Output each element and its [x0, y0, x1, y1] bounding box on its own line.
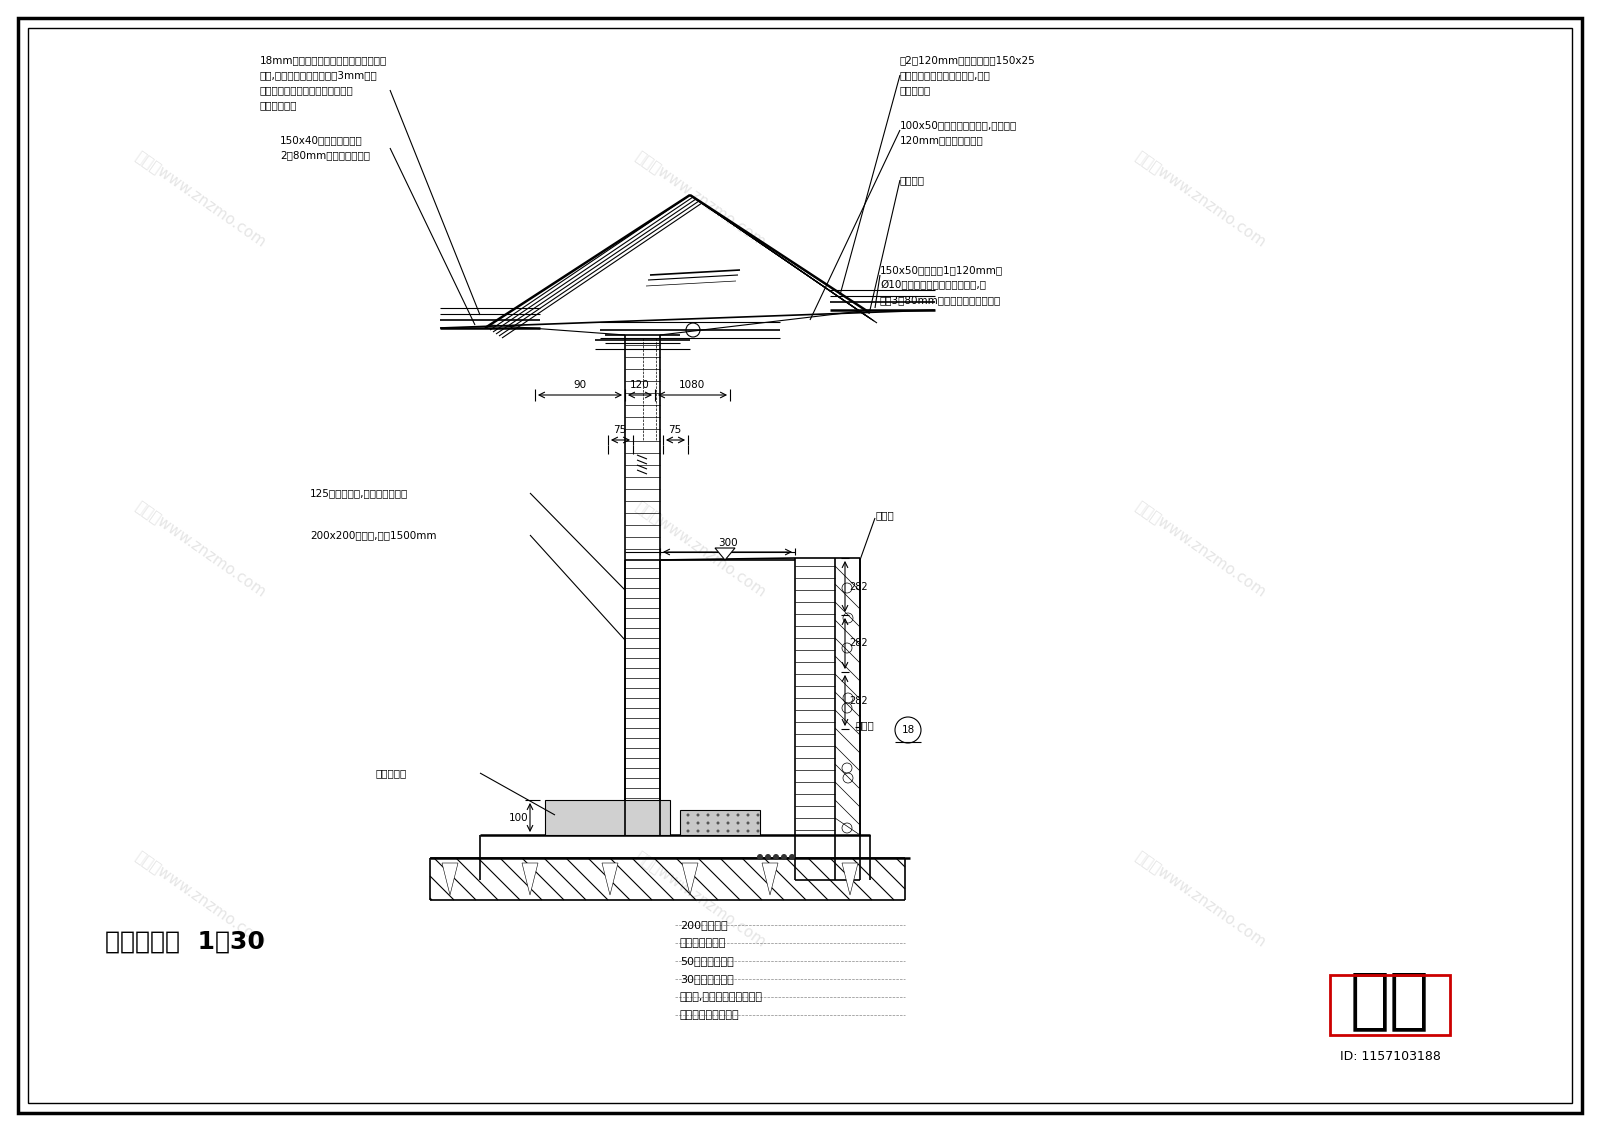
Text: 槽上,在遗棚安装完成之后将3mm实心: 槽上,在遗棚安装完成之后将3mm实心: [259, 70, 378, 80]
Text: 知未: 知未: [1350, 967, 1430, 1033]
Circle shape: [726, 813, 730, 817]
Bar: [1330, 975, 1450, 1035]
Text: 75: 75: [613, 425, 627, 435]
Bar: [680, 810, 760, 835]
Text: 且用3个80mm镇锣沉头钉固定在樼上: 且用3个80mm镇锣沉头钉固定在樼上: [880, 295, 1002, 305]
Text: 120: 120: [630, 380, 650, 390]
Text: 防水混凝土: 防水混凝土: [374, 768, 406, 778]
Circle shape: [765, 854, 771, 860]
Circle shape: [717, 813, 720, 817]
Circle shape: [686, 813, 690, 817]
Polygon shape: [602, 863, 618, 895]
Circle shape: [747, 829, 749, 832]
Text: 120mm镇锣沉头钉钉牛: 120mm镇锣沉头钉钉牛: [899, 135, 984, 145]
Text: Ø10的镇锣方头螺钉钉在立柱上,并: Ø10的镇锣方头螺钉钉在立柱上,并: [880, 280, 986, 290]
Text: 100x50斜梁搭接在立柱上,并用两个: 100x50斜梁搭接在立柱上,并用两个: [899, 120, 1018, 130]
Polygon shape: [522, 863, 538, 895]
Text: 遗棚大样图  1：30: 遗棚大样图 1：30: [106, 930, 266, 955]
Circle shape: [686, 829, 690, 832]
Text: 18: 18: [901, 725, 915, 735]
Text: 知末网www.znzmo.com: 知末网www.znzmo.com: [1131, 849, 1269, 951]
Text: 知末网www.znzmo.com: 知末网www.znzmo.com: [1131, 149, 1269, 251]
Text: 90: 90: [573, 380, 587, 390]
Text: 知末网www.znzmo.com: 知末网www.znzmo.com: [632, 149, 768, 251]
Polygon shape: [442, 863, 458, 895]
Circle shape: [757, 813, 760, 817]
Circle shape: [736, 829, 739, 832]
Text: 知末网www.znzmo.com: 知末网www.znzmo.com: [632, 499, 768, 601]
Circle shape: [747, 813, 749, 817]
Polygon shape: [762, 863, 778, 895]
Text: 用2个120mm镇锣平头钉将150x25: 用2个120mm镇锣平头钉将150x25: [899, 55, 1035, 64]
Polygon shape: [715, 549, 734, 560]
Text: 200厚培植土: 200厚培植土: [680, 920, 728, 930]
Text: 知末网www.znzmo.com: 知末网www.znzmo.com: [131, 149, 269, 251]
Text: 150x50屋檐板用1个120mm长: 150x50屋檐板用1个120mm长: [880, 265, 1003, 275]
Circle shape: [686, 821, 690, 824]
Circle shape: [757, 829, 760, 832]
Circle shape: [789, 854, 795, 860]
Circle shape: [717, 829, 720, 832]
Circle shape: [726, 821, 730, 824]
Circle shape: [773, 854, 779, 860]
Circle shape: [726, 829, 730, 832]
Polygon shape: [842, 863, 858, 895]
Text: 知末网www.znzmo.com: 知末网www.znzmo.com: [632, 849, 768, 951]
Text: 150x40屋檐板与斜梁用: 150x40屋檐板与斜梁用: [280, 135, 363, 145]
Circle shape: [736, 821, 739, 824]
Circle shape: [717, 821, 720, 824]
Text: 200x200橡木栔,间距1500mm: 200x200橡木栔,间距1500mm: [310, 530, 437, 539]
Text: 1080: 1080: [678, 380, 706, 390]
Text: 100: 100: [509, 813, 528, 823]
Circle shape: [707, 813, 709, 817]
Text: 75: 75: [669, 425, 682, 435]
Circle shape: [696, 813, 699, 817]
Text: 282: 282: [850, 696, 867, 706]
Text: 屋脊均钉钉: 屋脊均钉钉: [899, 85, 931, 95]
Text: 30厚细石滤水层: 30厚细石滤水层: [680, 974, 734, 984]
Text: 木瓦粘钉固在樼子和屋橐上,每个: 木瓦粘钉固在樼子和屋橐上,每个: [899, 70, 990, 80]
Text: 竹筼见: 竹筼见: [854, 720, 874, 729]
Text: 多层胶合板上: 多层胶合板上: [259, 100, 298, 110]
Text: 防水处理: 防水处理: [899, 175, 925, 185]
Text: 结构层见结构施工图: 结构层见结构施工图: [680, 1010, 739, 1020]
Text: 282: 282: [850, 581, 867, 592]
Circle shape: [757, 821, 760, 824]
Text: 18mm船用多层胶合板粘结并钉钉在凹凸: 18mm船用多层胶合板粘结并钉钉在凹凸: [259, 55, 387, 64]
Text: 300: 300: [718, 538, 738, 549]
Circle shape: [707, 829, 709, 832]
Text: ID: 1157103188: ID: 1157103188: [1339, 1050, 1440, 1063]
Text: 女儿墙: 女儿墙: [875, 510, 894, 520]
Text: 三聚氧酯标示牌用铆钉固定在船用: 三聚氧酯标示牌用铆钉固定在船用: [259, 85, 354, 95]
Polygon shape: [682, 863, 698, 895]
Text: 50厚粗石滤水层: 50厚粗石滤水层: [680, 956, 734, 966]
Circle shape: [757, 854, 763, 860]
Circle shape: [781, 854, 787, 860]
Text: 282: 282: [850, 639, 867, 648]
Text: 防水层,保护层见建筑施工图: 防水层,保护层见建筑施工图: [680, 992, 763, 1002]
Text: 知末网www.znzmo.com: 知末网www.znzmo.com: [131, 499, 269, 601]
Bar: [546, 800, 670, 835]
Circle shape: [707, 821, 709, 824]
Text: 2个80mm镇锣沉头钉连接: 2个80mm镇锣沉头钉连接: [280, 150, 370, 159]
Circle shape: [696, 829, 699, 832]
Text: 化纤织物滤水层: 化纤织物滤水层: [680, 938, 726, 948]
Circle shape: [696, 821, 699, 824]
Text: 125号四头螺栓,带有垫圈及螺帽: 125号四头螺栓,带有垫圈及螺帽: [310, 487, 408, 498]
Circle shape: [736, 813, 739, 817]
Text: 知末网www.znzmo.com: 知末网www.znzmo.com: [131, 849, 269, 951]
Circle shape: [747, 821, 749, 824]
Text: 知末网www.znzmo.com: 知末网www.znzmo.com: [1131, 499, 1269, 601]
